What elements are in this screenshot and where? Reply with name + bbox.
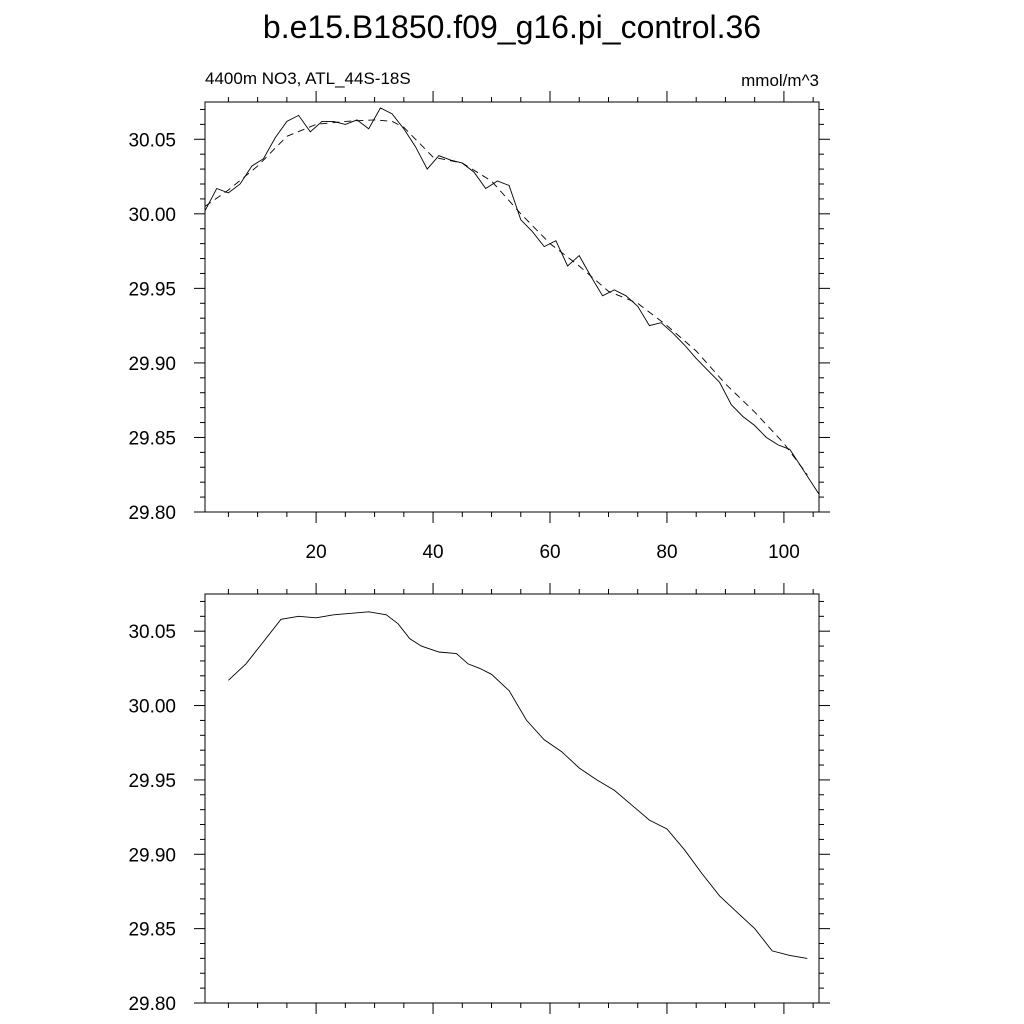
- y-tick-label: 29.95: [128, 279, 176, 300]
- panel-bottom: 29.80 29.85 29.90 29.95 30.00 30.05: [128, 583, 830, 1015]
- figure-title: b.e15.B1850.f09_g16.pi_control.36: [263, 9, 761, 45]
- y-tick-label: 29.90: [128, 354, 176, 375]
- panel-top: 29.80 29.85 29.90 29.95 30.00 30.05 20 40 60 80 10…: [128, 91, 830, 563]
- y-tick-label: 30.00: [128, 205, 176, 226]
- x-tick-label: 80: [656, 542, 677, 563]
- y-tick-label: 29.80: [128, 503, 176, 524]
- y-tick-label: 30.05: [128, 622, 176, 643]
- x-tick-label: 20: [306, 542, 327, 563]
- x-tick-label: 60: [539, 542, 560, 563]
- y-tick-label: 29.90: [128, 845, 176, 866]
- data-line-series: [204, 107, 820, 495]
- x-tick-label: 40: [422, 542, 443, 563]
- x-tick-label: 100: [768, 542, 800, 563]
- y-tick-label: 30.05: [128, 130, 176, 151]
- plot-frame: [204, 593, 820, 1004]
- y-tick-label: 29.85: [128, 428, 176, 449]
- trend-line-series: [204, 119, 808, 475]
- data-line-series: [228, 611, 808, 959]
- plot-frame: [204, 101, 820, 513]
- y-tick-label: 29.85: [128, 920, 176, 941]
- y-tick-label: 29.80: [128, 994, 176, 1015]
- y-tick-label: 30.00: [128, 697, 176, 718]
- panel1-left-label: 4400m NO3, ATL_44S-18S: [205, 69, 411, 88]
- panel1-unit-label: mmol/m^3: [741, 71, 819, 90]
- y-tick-label: 29.95: [128, 771, 176, 792]
